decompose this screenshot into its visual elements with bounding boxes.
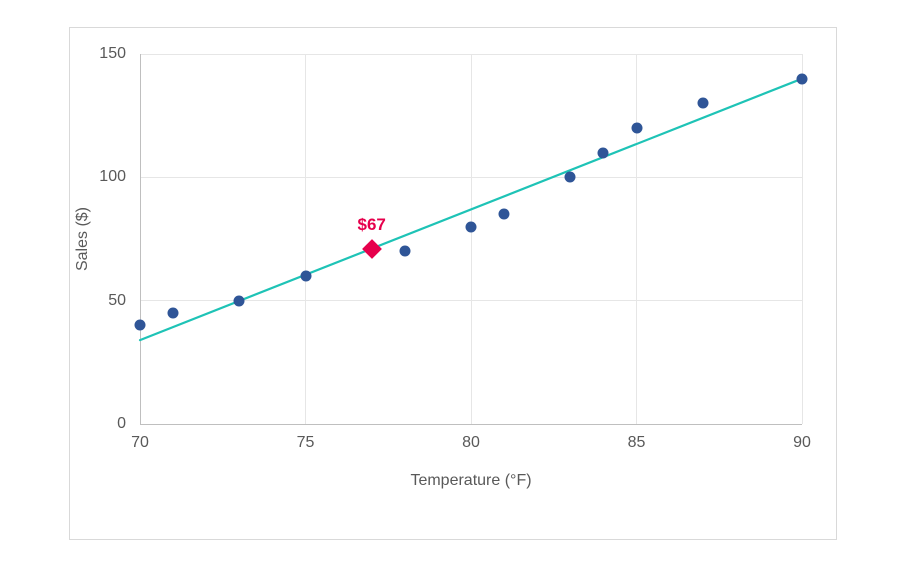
x-gridline [636,54,637,424]
data-point [797,73,808,84]
data-point [466,221,477,232]
data-point [300,271,311,282]
x-gridline [305,54,306,424]
data-point [631,123,642,134]
y-tick-label: 50 [108,292,126,310]
x-tick-label: 85 [628,434,646,452]
data-point [499,209,510,220]
data-point [697,98,708,109]
x-tick-label: 80 [462,434,480,452]
y-tick-label: 100 [99,168,126,186]
x-axis-title: Temperature (°F) [410,472,531,490]
data-point [565,172,576,183]
diamond-icon [362,239,382,259]
highlight-marker [365,242,379,256]
data-point [135,320,146,331]
x-tick-label: 70 [131,434,149,452]
x-gridline [802,54,803,424]
y-tick-label: 0 [117,415,126,433]
highlight-label: $67 [358,215,386,235]
y-axis-title: Sales ($) [74,207,92,271]
x-tick-label: 75 [297,434,315,452]
x-axis-line [140,424,802,425]
y-gridline [140,177,802,178]
y-tick-label: 150 [99,45,126,63]
x-gridline [471,54,472,424]
data-point [168,308,179,319]
x-tick-label: 90 [793,434,811,452]
data-point [399,246,410,257]
data-point [598,147,609,158]
y-axis-line [140,54,141,424]
y-gridline [140,54,802,55]
data-point [234,295,245,306]
